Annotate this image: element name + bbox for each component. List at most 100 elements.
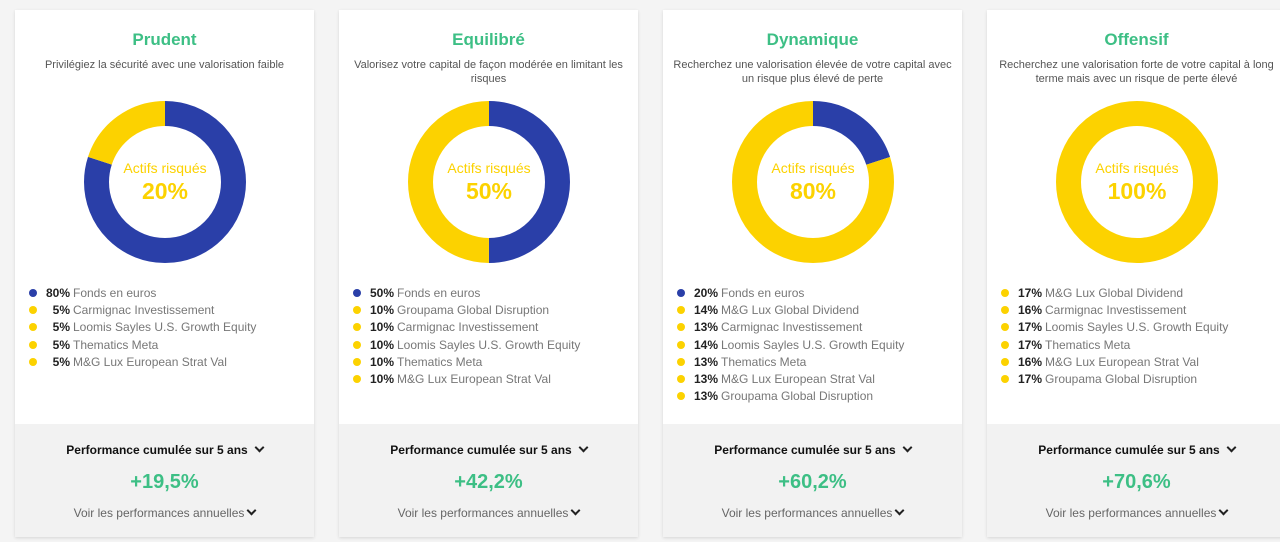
allocation-legend: 20% Fonds en euros 14% M&G Lux Global Divid… (677, 284, 904, 405)
allocation-percent: 13% (693, 320, 718, 335)
legend-dot-icon (677, 305, 685, 314)
allocation-item: 5% Carmignac Investissement (29, 301, 256, 318)
legend-dot-icon (677, 323, 685, 332)
allocation-percent: 14% (693, 337, 718, 352)
allocation-percent: 16% (1017, 354, 1042, 369)
donut-risky-segment (84, 101, 246, 263)
performance-section: Performance cumulée sur 5 ans +42,2% Voi… (339, 424, 638, 537)
allocation-donut: Actifs risqués 20% (83, 100, 247, 264)
legend-dot-icon (29, 340, 37, 349)
allocation-item: 5% M&G Lux European Strat Val (29, 353, 256, 370)
allocation-item: 17% Groupama Global Disruption (1001, 370, 1228, 387)
fund-name: M&G Lux European Strat Val (721, 372, 875, 387)
allocation-item: 5% Thematics Meta (29, 336, 256, 353)
allocation-item: 5% Loomis Sayles U.S. Growth Equity (29, 319, 256, 336)
donut-risky-segment (1056, 101, 1218, 263)
donut-risky-segment (732, 101, 894, 263)
performance-value: +60,2% (778, 471, 847, 493)
performance-toggle[interactable]: Performance cumulée sur 5 ans (663, 442, 962, 457)
portfolio-card-1: Equilibré Valorisez votre capital de faç… (339, 10, 638, 537)
performance-toggle[interactable]: Performance cumulée sur 5 ans (15, 442, 314, 457)
fund-name: M&G Lux European Strat Val (1045, 354, 1199, 369)
legend-dot-icon (29, 357, 37, 366)
allocation-legend: 80% Fonds en euros 5% Carmignac Investissem… (29, 284, 256, 370)
performance-toggle[interactable]: Performance cumulée sur 5 ans (987, 442, 1280, 457)
allocation-item: 80% Fonds en euros (29, 284, 256, 301)
legend-dot-icon (29, 305, 37, 314)
fund-name: Carmignac Investissement (73, 302, 215, 317)
allocation-percent: 17% (1017, 320, 1042, 335)
allocation-percent: 10% (369, 337, 394, 352)
performance-header: Performance cumulée sur 5 ans (390, 443, 572, 457)
allocation-item: 10% Thematics Meta (353, 353, 580, 370)
allocation-item: 10% Groupama Global Disruption (353, 301, 580, 318)
profile-subtitle: Privilégiez la sécurité avec une valoris… (44, 59, 285, 71)
allocation-donut: Actifs risqués 80% (731, 100, 895, 264)
portfolio-card-3: Offensif Recherchez une valorisation for… (987, 10, 1280, 537)
fund-name: Loomis Sayles U.S. Growth Equity (721, 337, 905, 352)
legend-dot-icon (353, 375, 361, 384)
fund-name: M&G Lux European Strat Val (73, 354, 227, 369)
fund-name: Carmignac Investissement (721, 320, 863, 335)
performance-toggle[interactable]: Performance cumulée sur 5 ans (339, 442, 638, 457)
annual-performance-link[interactable]: Voir les performances annuelles (339, 505, 638, 520)
annual-performance-label: Voir les performances annuelles (397, 506, 569, 520)
fund-name: Thematics Meta (73, 337, 159, 352)
allocation-percent: 5% (52, 320, 70, 335)
annual-performance-label: Voir les performances annuelles (721, 506, 893, 520)
allocation-percent: 10% (369, 302, 394, 317)
allocation-percent: 17% (1017, 285, 1042, 300)
legend-dot-icon (1001, 340, 1009, 349)
allocation-percent: 10% (369, 372, 394, 387)
donut-chart (408, 101, 570, 263)
fund-name: Carmignac Investissement (1045, 302, 1187, 317)
risky-assets-label: Actifs risqués (771, 159, 855, 176)
allocation-percent: 10% (369, 354, 394, 369)
legend-dot-icon (29, 323, 37, 332)
legend-dot-icon (1001, 323, 1009, 332)
allocation-item: 17% Thematics Meta (1001, 336, 1228, 353)
annual-performance-link[interactable]: Voir les performances annuelles (987, 505, 1280, 520)
fund-name: Thematics Meta (397, 354, 483, 369)
fund-name: Thematics Meta (721, 354, 807, 369)
fund-name: Fonds en euros (397, 285, 481, 300)
portfolio-card-2: Dynamique Recherchez une valorisation él… (663, 10, 962, 537)
legend-dot-icon (677, 340, 685, 349)
allocation-percent: 16% (1017, 302, 1042, 317)
annual-performance-link[interactable]: Voir les performances annuelles (663, 505, 962, 520)
risky-assets-label: Actifs risqués (447, 159, 531, 176)
performance-section: Performance cumulée sur 5 ans +19,5% Voi… (15, 424, 314, 537)
donut-chart (84, 101, 246, 263)
fund-name: Fonds en euros (721, 285, 805, 300)
fund-name: M&G Lux European Strat Val (397, 372, 551, 387)
allocation-legend: 17% M&G Lux Global Dividend 16% Carmignac I… (1001, 284, 1228, 388)
allocation-percent: 13% (693, 354, 718, 369)
performance-section: Performance cumulée sur 5 ans +70,6% Voi… (987, 424, 1280, 537)
profile-title: Offensif (1104, 30, 1169, 49)
legend-dot-icon (677, 392, 685, 401)
profile-title: Dynamique (766, 30, 859, 49)
allocation-percent: 17% (1017, 337, 1042, 352)
allocation-item: 13% M&G Lux European Strat Val (677, 370, 904, 387)
performance-section: Performance cumulée sur 5 ans +60,2% Voi… (663, 424, 962, 537)
allocation-item: 10% Loomis Sayles U.S. Growth Equity (353, 336, 580, 353)
legend-dot-icon (1001, 357, 1009, 366)
chevron-down-icon (578, 442, 589, 453)
legend-dot-icon (1001, 305, 1009, 314)
annual-performance-link[interactable]: Voir les performances annuelles (15, 505, 314, 520)
allocation-percent: 20% (693, 285, 718, 300)
profile-subtitle: Valorisez votre capital de façon modérée… (354, 59, 623, 85)
profile-subtitle: Recherchez une valorisation élevée de vo… (673, 59, 952, 85)
performance-header: Performance cumulée sur 5 ans (714, 443, 896, 457)
risky-assets-value: 50% (465, 177, 513, 204)
fund-name: Loomis Sayles U.S. Growth Equity (1045, 320, 1229, 335)
allocation-donut: Actifs risqués 100% (1055, 100, 1219, 264)
allocation-percent: 17% (1017, 372, 1042, 387)
fund-name: Thematics Meta (1045, 337, 1131, 352)
fund-name: Groupama Global Disruption (397, 302, 550, 317)
legend-dot-icon (1001, 288, 1009, 297)
risky-assets-value: 100% (1107, 177, 1167, 204)
donut-chart (732, 101, 894, 263)
chevron-down-icon (902, 442, 913, 453)
chevron-down-icon (246, 505, 257, 516)
